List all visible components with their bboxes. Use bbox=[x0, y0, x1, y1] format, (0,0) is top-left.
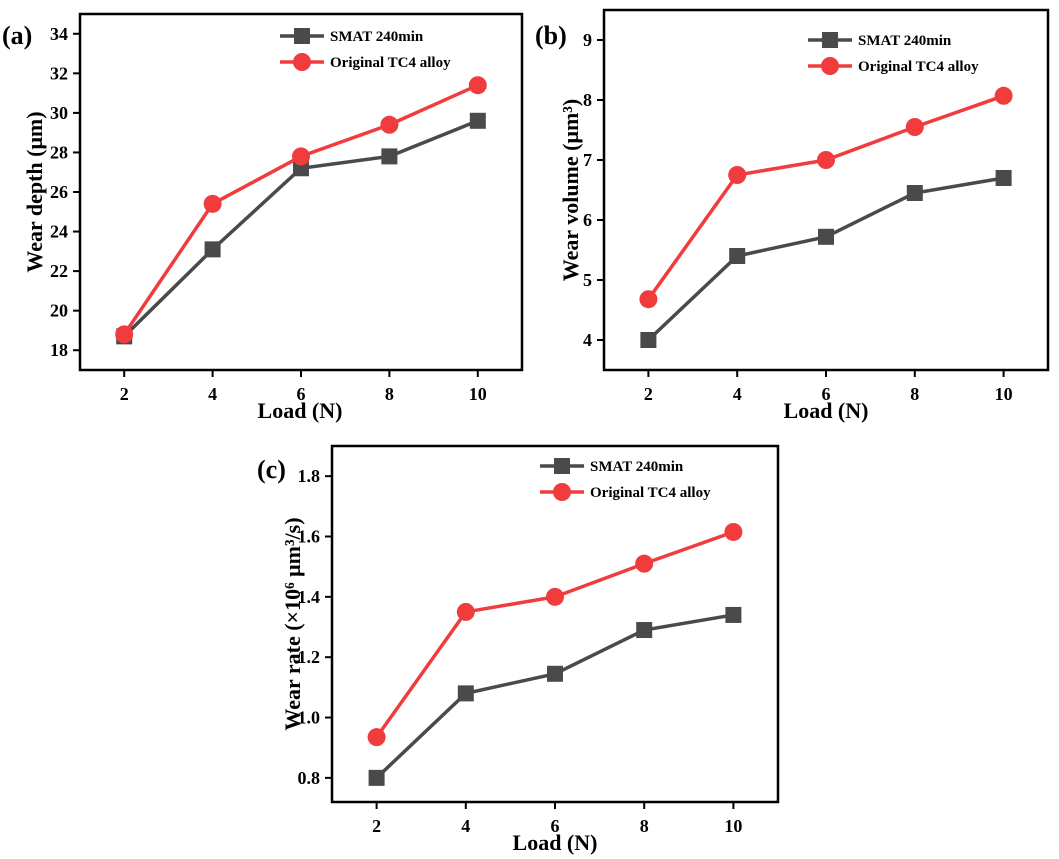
x-tick-label: 10 bbox=[469, 384, 487, 404]
legend-marker-square bbox=[294, 28, 310, 44]
x-tick-label: 2 bbox=[120, 384, 129, 404]
panel-label: (a) bbox=[2, 21, 32, 50]
y-tick-label: 18 bbox=[50, 340, 68, 360]
data-point-tc4 bbox=[817, 151, 835, 169]
legend-marker-circle bbox=[821, 57, 839, 75]
x-tick-label: 6 bbox=[551, 816, 560, 836]
legend-marker-square bbox=[822, 32, 838, 48]
series-line-smat bbox=[647, 176, 1004, 342]
series-line-tc4 bbox=[122, 83, 479, 336]
data-point-tc4 bbox=[905, 118, 924, 136]
legend-label: SMAT 240min bbox=[858, 33, 952, 49]
data-point-smat bbox=[725, 606, 742, 623]
data-point-smat bbox=[381, 148, 398, 165]
data-point-tc4 bbox=[456, 602, 475, 621]
y-axis-label: Wear volume (μm³) bbox=[558, 99, 583, 281]
y-tick-label: 32 bbox=[50, 63, 68, 83]
x-axis-label: Load (N) bbox=[258, 398, 343, 423]
x-axis-label: Load (N) bbox=[784, 398, 869, 423]
data-point-tc4 bbox=[994, 86, 1013, 105]
x-tick-label: 2 bbox=[644, 384, 653, 404]
series-line-tc4 bbox=[375, 530, 734, 739]
legend: SMAT 240min Original TC4 alloy bbox=[540, 458, 711, 501]
y-tick-label: 26 bbox=[50, 182, 68, 202]
legend-label: Original TC4 alloy bbox=[590, 485, 711, 501]
y-axis-label: Wear depth (μm) bbox=[22, 111, 47, 272]
data-point-smat bbox=[995, 170, 1012, 186]
x-tick-label: 2 bbox=[372, 816, 381, 836]
panel-label: (b) bbox=[535, 21, 567, 50]
data-point-tc4 bbox=[639, 290, 658, 309]
y-tick-label: 28 bbox=[50, 142, 68, 162]
x-tick-label: 4 bbox=[461, 816, 470, 836]
y-tick-label: 8 bbox=[583, 90, 592, 110]
legend-label: Original TC4 alloy bbox=[858, 59, 979, 75]
legend-label: Original TC4 alloy bbox=[330, 55, 451, 71]
y-tick-label: 1.0 bbox=[298, 708, 321, 728]
y-tick-label: 1.4 bbox=[298, 587, 321, 607]
legend: SMAT 240min Original TC4 alloy bbox=[280, 28, 451, 71]
x-tick-label: 8 bbox=[385, 384, 394, 404]
series-line-smat bbox=[375, 613, 734, 780]
series-line-tc4 bbox=[646, 94, 1005, 301]
data-point-smat bbox=[818, 228, 834, 245]
legend-marker-circle bbox=[293, 53, 311, 71]
y-tick-label: 1.8 bbox=[298, 466, 321, 486]
data-point-smat bbox=[204, 241, 221, 258]
data-point-tc4 bbox=[724, 522, 743, 541]
y-tick-label: 22 bbox=[50, 261, 68, 281]
legend-marker-square bbox=[554, 458, 570, 474]
y-tick-label: 7 bbox=[583, 150, 592, 170]
y-tick-label: 0.8 bbox=[298, 768, 321, 788]
x-axis-label: Load (N) bbox=[513, 830, 598, 855]
data-point-smat bbox=[729, 248, 746, 264]
chart-panel-1: (b) 2 4 6 8 10 4 5 6 7 8 9 Load (N) Wear volume (μm³)… bbox=[535, 8, 1050, 423]
x-tick-label: 4 bbox=[208, 384, 217, 404]
data-point-tc4 bbox=[115, 325, 134, 344]
data-point-smat bbox=[469, 112, 486, 129]
y-tick-label: 6 bbox=[583, 210, 592, 230]
data-point-smat bbox=[640, 332, 657, 348]
y-tick-label: 9 bbox=[583, 30, 592, 50]
x-tick-label: 10 bbox=[724, 816, 742, 836]
panel-label: (c) bbox=[257, 455, 286, 484]
y-axis-label: Wear rate (×10⁶ μm³/s) bbox=[280, 517, 305, 730]
data-point-tc4 bbox=[635, 554, 654, 573]
y-tick-label: 4 bbox=[583, 330, 592, 350]
legend-label: SMAT 240min bbox=[590, 459, 684, 475]
data-point-tc4 bbox=[728, 166, 747, 184]
data-point-tc4 bbox=[468, 76, 487, 95]
chart-panel-2: (c) 2 4 6 8 10 0.8 1.0 1.2 1.4 1.6 1.8 Load (N) Wear … bbox=[257, 444, 780, 855]
data-point-smat bbox=[547, 665, 563, 682]
x-tick-label: 8 bbox=[910, 384, 919, 404]
data-point-smat bbox=[457, 685, 474, 702]
data-point-tc4 bbox=[380, 115, 399, 134]
y-tick-label: 1.6 bbox=[298, 527, 321, 547]
x-tick-label: 6 bbox=[822, 384, 831, 404]
y-tick-label: 24 bbox=[50, 222, 68, 242]
x-tick-label: 10 bbox=[995, 384, 1013, 404]
data-point-tc4 bbox=[367, 728, 386, 747]
data-point-smat bbox=[906, 185, 923, 201]
y-tick-label: 34 bbox=[50, 24, 68, 44]
x-tick-label: 8 bbox=[640, 816, 649, 836]
plot-frame bbox=[330, 444, 780, 804]
data-point-tc4 bbox=[203, 194, 222, 213]
data-point-tc4 bbox=[292, 147, 310, 166]
data-point-tc4 bbox=[546, 587, 564, 606]
y-tick-label: 5 bbox=[583, 270, 592, 290]
y-tick-label: 30 bbox=[50, 103, 68, 123]
data-point-smat bbox=[368, 769, 385, 786]
x-tick-label: 6 bbox=[297, 384, 306, 404]
x-tick-label: 4 bbox=[733, 384, 742, 404]
legend-label: SMAT 240min bbox=[330, 29, 424, 45]
y-tick-label: 20 bbox=[50, 301, 68, 321]
y-tick-label: 1.2 bbox=[298, 647, 321, 667]
legend-marker-circle bbox=[553, 483, 571, 501]
legend: SMAT 240min Original TC4 alloy bbox=[808, 32, 979, 75]
data-point-smat bbox=[636, 622, 653, 639]
